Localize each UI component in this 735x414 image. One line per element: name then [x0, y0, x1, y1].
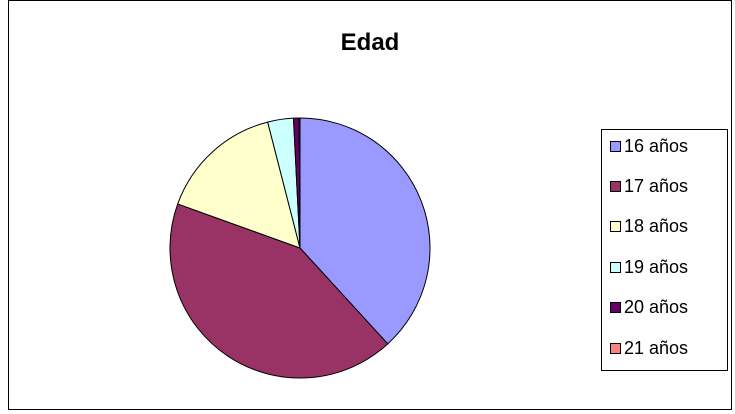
legend: 16 años 17 años 18 años 19 años 20 años 21 añ…: [601, 129, 728, 371]
pie-slice-21: [298, 117, 301, 249]
legend-swatch: [610, 342, 621, 354]
legend-swatch: [610, 302, 621, 314]
legend-swatch: [610, 261, 621, 273]
legend-label: 21 años: [624, 337, 689, 358]
pie-slice-16: [299, 117, 431, 345]
legend-label: 17 años: [624, 175, 689, 196]
legend-item-18: 18 años: [610, 216, 689, 237]
chart-title: Edad: [340, 29, 400, 56]
legend-label: 19 años: [624, 256, 689, 277]
legend-label: 16 años: [624, 135, 689, 156]
pie-slice-18: [177, 121, 301, 249]
legend-item-19: 19 años: [610, 257, 688, 277]
chart-area: Edad 16 años 17 años 18 años 19 años 20 años…: [8, 0, 732, 410]
pie-chart: [169, 117, 431, 379]
legend-label: 18 años: [624, 216, 689, 237]
legend-swatch: [610, 140, 621, 152]
legend-item-21: 21 años: [610, 338, 688, 358]
legend-item-16: 16 años: [610, 136, 688, 156]
legend-item-20: 20 años: [610, 297, 689, 318]
legend-swatch: [610, 221, 621, 233]
legend-item-17: 17 años: [610, 176, 688, 196]
legend-label: 20 años: [624, 297, 689, 318]
pie-slice-17: [169, 203, 389, 379]
legend-swatch: [610, 180, 621, 192]
